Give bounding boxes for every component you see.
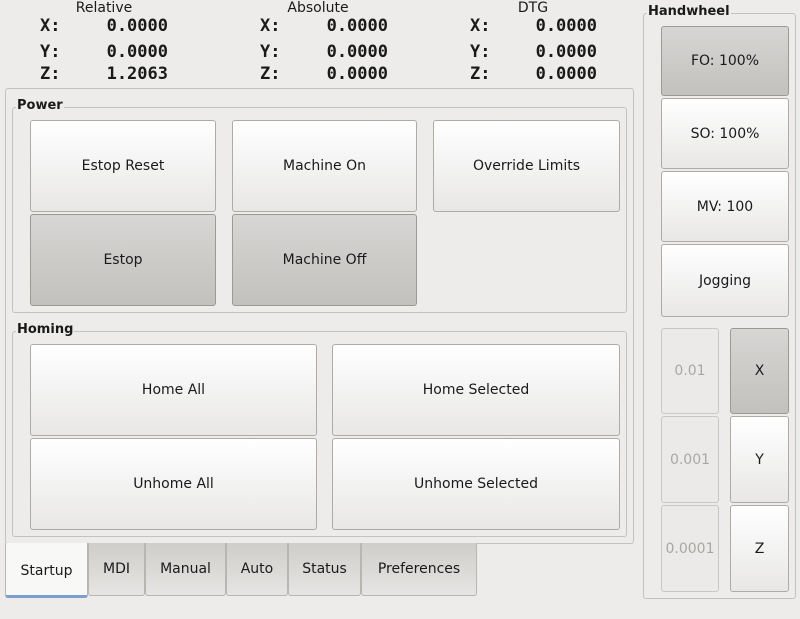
unhome-selected-button[interactable]: Unhome Selected bbox=[332, 438, 620, 530]
home-all-button[interactable]: Home All bbox=[30, 344, 317, 436]
estop-button[interactable]: Estop bbox=[30, 214, 216, 306]
tab-startup[interactable]: Startup bbox=[5, 543, 88, 598]
axis-label: Z: bbox=[260, 64, 281, 84]
axis-label: Z: bbox=[40, 64, 61, 84]
homing-group-title: Homing bbox=[16, 322, 75, 337]
tab-manual[interactable]: Manual bbox=[145, 543, 226, 596]
axis-value: 0.0000 bbox=[535, 42, 597, 62]
axis-label: X: bbox=[40, 16, 61, 36]
axis-value: 0.0000 bbox=[535, 16, 597, 36]
spindle-override-button[interactable]: SO: 100% bbox=[661, 98, 789, 169]
increment-0.01-button[interactable]: 0.01 bbox=[661, 328, 719, 414]
jogging-button[interactable]: Jogging bbox=[661, 244, 789, 317]
handwheel-group-title: Handwheel bbox=[647, 4, 731, 19]
max-velocity-button[interactable]: MV: 100 bbox=[661, 171, 789, 242]
axis-label: X: bbox=[260, 16, 281, 36]
dro-title: DTG bbox=[517, 0, 549, 16]
axis-value: 0.0000 bbox=[106, 16, 168, 36]
homing-group bbox=[12, 331, 627, 537]
feed-override-button[interactable]: FO: 100% bbox=[661, 26, 789, 96]
tab-mdi[interactable]: MDI bbox=[88, 543, 145, 596]
axis-label: X: bbox=[470, 16, 491, 36]
estop-reset-button[interactable]: Estop Reset bbox=[30, 120, 216, 212]
machine-off-button[interactable]: Machine Off bbox=[232, 214, 417, 306]
axis-value: 0.0000 bbox=[326, 42, 388, 62]
power-group-title: Power bbox=[16, 98, 64, 113]
unhome-all-button[interactable]: Unhome All bbox=[30, 438, 317, 530]
axis-value: 0.0000 bbox=[535, 64, 597, 84]
home-selected-button[interactable]: Home Selected bbox=[332, 344, 620, 436]
increment-0.0001-button[interactable]: 0.0001 bbox=[661, 505, 719, 592]
override-limits-button[interactable]: Override Limits bbox=[433, 120, 620, 212]
dro-title: Relative bbox=[75, 0, 133, 16]
axis-label: Y: bbox=[470, 42, 491, 62]
axis-label: Y: bbox=[40, 42, 61, 62]
axis-value: 0.0000 bbox=[326, 16, 388, 36]
axis-z-button[interactable]: Z bbox=[730, 505, 789, 592]
tab-status[interactable]: Status bbox=[288, 543, 361, 596]
dro-title: Absolute bbox=[287, 0, 349, 16]
tab-auto[interactable]: Auto bbox=[226, 543, 288, 596]
power-group bbox=[12, 107, 627, 313]
increment-0.001-button[interactable]: 0.001 bbox=[661, 416, 719, 503]
axis-y-button[interactable]: Y bbox=[730, 416, 789, 503]
axis-value: 0.0000 bbox=[326, 64, 388, 84]
tab-preferences[interactable]: Preferences bbox=[361, 543, 477, 596]
axis-value: 0.0000 bbox=[106, 42, 168, 62]
axis-label: Z: bbox=[470, 64, 491, 84]
machine-on-button[interactable]: Machine On bbox=[232, 120, 417, 212]
axis-value: 1.2063 bbox=[106, 64, 168, 84]
axis-label: Y: bbox=[260, 42, 281, 62]
axis-x-button[interactable]: X bbox=[730, 328, 789, 414]
